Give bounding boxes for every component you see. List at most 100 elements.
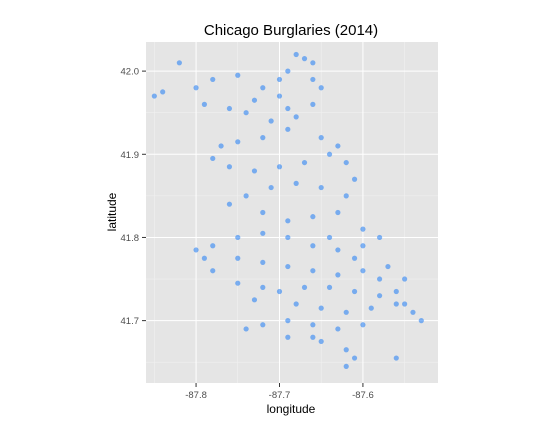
data-point — [335, 247, 341, 253]
data-point — [368, 305, 374, 311]
data-point — [210, 76, 216, 83]
data-point — [402, 301, 408, 307]
data-point — [251, 168, 258, 174]
data-point — [251, 97, 258, 103]
data-point — [176, 60, 182, 66]
data-point — [343, 363, 349, 369]
data-point — [293, 180, 299, 186]
data-point — [377, 276, 383, 282]
data-point — [235, 234, 241, 241]
data-point — [260, 85, 266, 91]
data-point — [285, 68, 291, 74]
y-tick-label: 41.7 — [121, 316, 140, 327]
data-point — [310, 322, 316, 328]
data-point — [310, 101, 316, 107]
data-point — [318, 338, 324, 345]
data-point — [260, 322, 266, 328]
data-point — [260, 230, 266, 236]
data-point — [285, 218, 291, 224]
data-point — [377, 293, 383, 299]
data-point — [335, 326, 341, 332]
data-point — [201, 101, 207, 107]
data-point — [393, 301, 399, 307]
data-point — [260, 259, 266, 266]
y-axis-ticks: 41.7 41.8 41.9 42.0 — [121, 67, 146, 327]
data-point — [410, 309, 416, 315]
data-point — [243, 326, 249, 332]
data-point — [301, 159, 308, 166]
data-point — [260, 284, 266, 290]
data-point — [402, 276, 408, 282]
data-point — [193, 85, 199, 91]
y-axis-title: latitude — [105, 192, 119, 231]
data-point — [243, 193, 249, 199]
data-point — [318, 135, 324, 141]
data-point — [351, 176, 358, 182]
data-point — [293, 51, 299, 58]
data-point — [276, 164, 283, 170]
data-point — [276, 93, 283, 99]
data-point — [268, 118, 274, 124]
data-point — [151, 93, 157, 99]
data-points — [151, 51, 424, 369]
data-point — [276, 76, 283, 83]
data-point — [326, 234, 333, 241]
data-point — [360, 322, 366, 328]
data-point — [285, 234, 291, 241]
data-point — [235, 72, 241, 78]
x-tick-label: -87.6 — [352, 390, 374, 401]
minor-grid — [146, 42, 438, 383]
data-point — [351, 355, 358, 361]
plot-panel — [146, 42, 438, 383]
data-point — [335, 209, 341, 216]
data-point — [351, 288, 358, 295]
data-point — [301, 284, 308, 290]
data-point — [310, 243, 316, 249]
chart-title: Chicago Burglaries (2014) — [204, 22, 378, 39]
data-point — [360, 243, 366, 249]
data-point — [385, 263, 391, 270]
x-tick-label: -87.8 — [185, 390, 207, 401]
data-point — [251, 297, 258, 303]
y-tick-label: 42.0 — [121, 67, 140, 78]
data-point — [318, 305, 324, 311]
data-point — [285, 318, 291, 324]
data-point — [301, 56, 308, 62]
data-point — [226, 201, 233, 207]
data-point — [210, 268, 216, 274]
data-point — [235, 255, 241, 261]
y-tick-label: 41.8 — [121, 233, 140, 244]
data-point — [343, 347, 349, 353]
data-point — [285, 263, 291, 270]
data-point — [343, 309, 349, 315]
data-point — [326, 284, 333, 290]
data-point — [160, 89, 166, 95]
data-point — [335, 143, 341, 149]
data-point — [310, 268, 316, 274]
data-point — [310, 334, 316, 340]
data-point — [210, 155, 216, 162]
data-point — [285, 105, 291, 112]
data-point — [343, 193, 349, 199]
data-point — [335, 272, 341, 278]
data-point — [377, 234, 383, 241]
data-point — [285, 334, 291, 340]
data-point — [326, 151, 333, 157]
data-point — [260, 209, 266, 216]
data-point — [360, 226, 366, 232]
data-point — [210, 243, 216, 249]
data-point — [360, 268, 366, 274]
y-tick-label: 41.9 — [121, 150, 140, 161]
data-point — [393, 355, 399, 361]
data-point — [226, 105, 233, 112]
data-point — [310, 60, 316, 66]
x-axis-title: longitude — [267, 402, 316, 416]
data-point — [276, 288, 283, 295]
data-point — [193, 247, 199, 253]
data-point — [268, 184, 274, 191]
x-tick-label: -87.7 — [269, 390, 291, 401]
data-point — [343, 159, 349, 166]
data-point — [260, 135, 266, 141]
data-point — [318, 85, 324, 91]
